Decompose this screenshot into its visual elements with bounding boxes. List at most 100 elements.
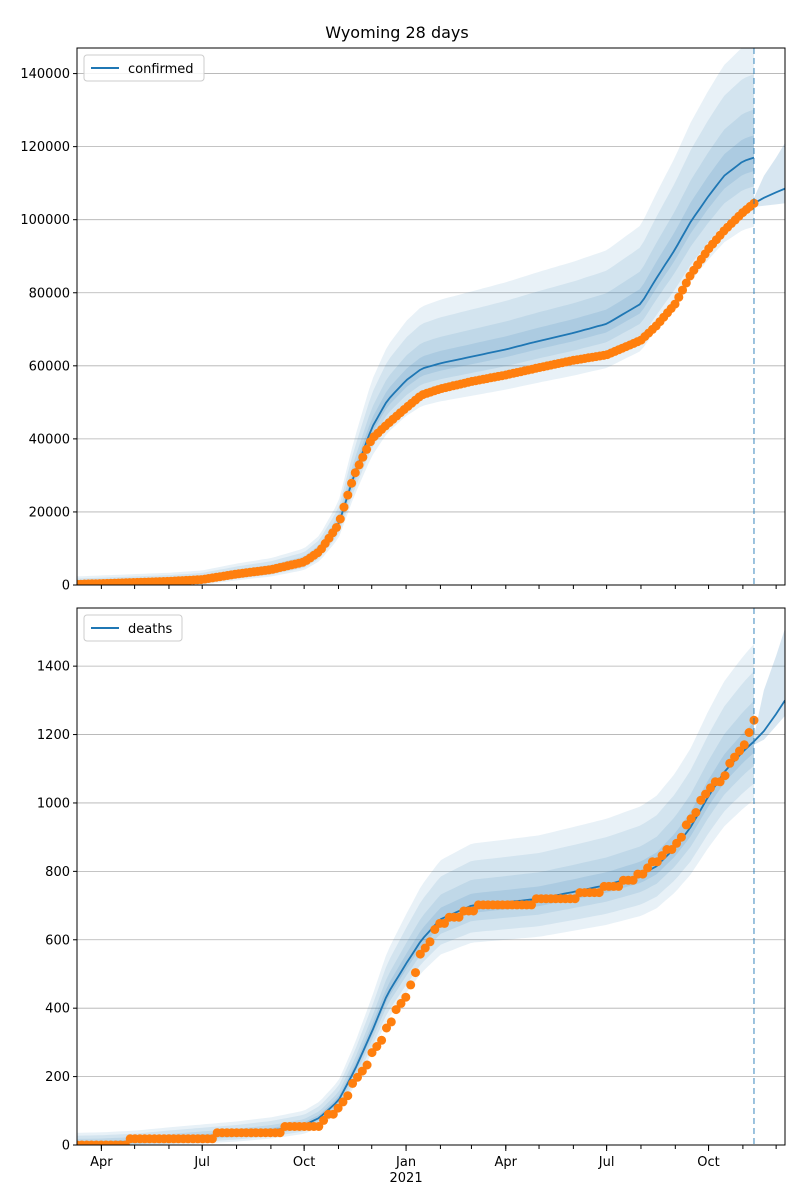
observed-point (678, 285, 687, 295)
observed-point (643, 863, 653, 873)
observed-point (681, 278, 691, 288)
plot-area (77, 48, 785, 585)
observed-point (652, 857, 662, 867)
observed-point (372, 1042, 382, 1051)
observed-point (411, 968, 420, 978)
y-tick-label: 120000 (20, 140, 70, 155)
observed-point (744, 728, 754, 737)
x-tick-label: Oct (697, 1155, 719, 1170)
x-year-label: 2021 (390, 1171, 423, 1186)
observed-point (657, 851, 667, 861)
x-tick-label: Jul (598, 1155, 615, 1170)
observed-point (354, 460, 364, 470)
y-tick-label: 400 (45, 1002, 70, 1017)
observed-point (701, 789, 711, 799)
legend: deaths (83, 614, 183, 642)
legend: confirmed (83, 54, 205, 82)
observed-point (396, 998, 406, 1008)
observed-point (681, 820, 691, 830)
forecast-band (754, 628, 785, 745)
y-tick-label: 40000 (29, 432, 70, 447)
y-tick-label: 1000 (37, 796, 70, 811)
x-tick-label: Jan (395, 1155, 416, 1170)
observed-point (691, 808, 701, 817)
observed-point (386, 1017, 396, 1027)
band-outer-band (77, 644, 754, 1145)
observed-point (720, 771, 730, 781)
observed-point (527, 900, 536, 910)
y-tick-label: 600 (45, 933, 70, 948)
observed-point (594, 888, 604, 898)
observed-point (628, 875, 638, 885)
observed-point (415, 949, 425, 959)
band-wide-band (77, 74, 754, 585)
x-tick-label: Apr (495, 1155, 518, 1170)
observed-point (377, 1035, 387, 1045)
observed-point (670, 299, 680, 309)
y-tick-label: 100000 (20, 213, 70, 228)
observed-point (382, 1023, 391, 1033)
forecast-band (754, 143, 785, 207)
observed-point (367, 1048, 377, 1058)
band-wide-band (77, 671, 754, 1145)
observed-point (570, 894, 580, 904)
observed-point (358, 452, 368, 462)
y-tick-label: 60000 (29, 359, 70, 374)
observed-point (332, 523, 341, 532)
y-tick-label: 200 (45, 1070, 70, 1085)
observed-point (614, 881, 624, 891)
observed-point (696, 795, 706, 805)
legend-box (83, 54, 205, 82)
observed-point (672, 838, 682, 848)
observed-point (338, 1097, 348, 1107)
forecast-line (753, 699, 785, 743)
legend-label: confirmed (128, 62, 194, 77)
x-tick-label: Jul (193, 1155, 210, 1170)
observed-point (362, 444, 372, 454)
observed-point (739, 740, 749, 750)
observed-point (420, 943, 430, 953)
observed-point (328, 1109, 338, 1119)
observed-point (430, 925, 440, 934)
band-outer-band (77, 48, 754, 585)
y-tick-label: 1200 (37, 728, 70, 743)
observed-point (207, 1134, 217, 1144)
observed-point (333, 1103, 343, 1113)
observed-point (401, 992, 411, 1002)
observed-point (347, 478, 357, 488)
deaths-panel: 0 200 400 600 800 1000 1200 1400 Apr Jul Oct Jan Apr… (37, 607, 786, 1186)
observed-point (335, 514, 345, 524)
axes-frame (76, 607, 786, 1146)
y-tick-label: 140000 (20, 67, 70, 82)
y-tick-label: 80000 (29, 286, 70, 301)
observed-point (686, 814, 696, 824)
observed-point (730, 752, 740, 762)
observed-point (406, 980, 416, 990)
forecast-line (753, 187, 785, 205)
observed-point (425, 937, 435, 947)
observed-point (353, 1072, 362, 1082)
observed-point (362, 1060, 372, 1070)
observed-point (391, 1005, 401, 1015)
observed-point (275, 1128, 285, 1138)
axes-frame (76, 47, 786, 586)
observed-point (638, 869, 648, 879)
observed-point (357, 1066, 367, 1076)
y-tick-label: 1400 (37, 660, 70, 675)
observed-point (348, 1078, 358, 1088)
y-tick-label: 800 (45, 865, 70, 880)
observed-point (339, 502, 349, 512)
y-tick-label: 0 (62, 579, 70, 594)
observed-point (343, 490, 353, 500)
observed-point (674, 292, 684, 302)
y-tick-label: 0 (62, 1139, 70, 1154)
observed-point (319, 1115, 329, 1125)
observed-point (706, 783, 715, 793)
plot-area (77, 628, 785, 1145)
observed-point (469, 906, 478, 916)
legend-box (83, 614, 183, 642)
x-tick-label: Apr (90, 1155, 113, 1170)
y-tick-label: 20000 (29, 505, 70, 520)
observed-point (454, 912, 464, 922)
